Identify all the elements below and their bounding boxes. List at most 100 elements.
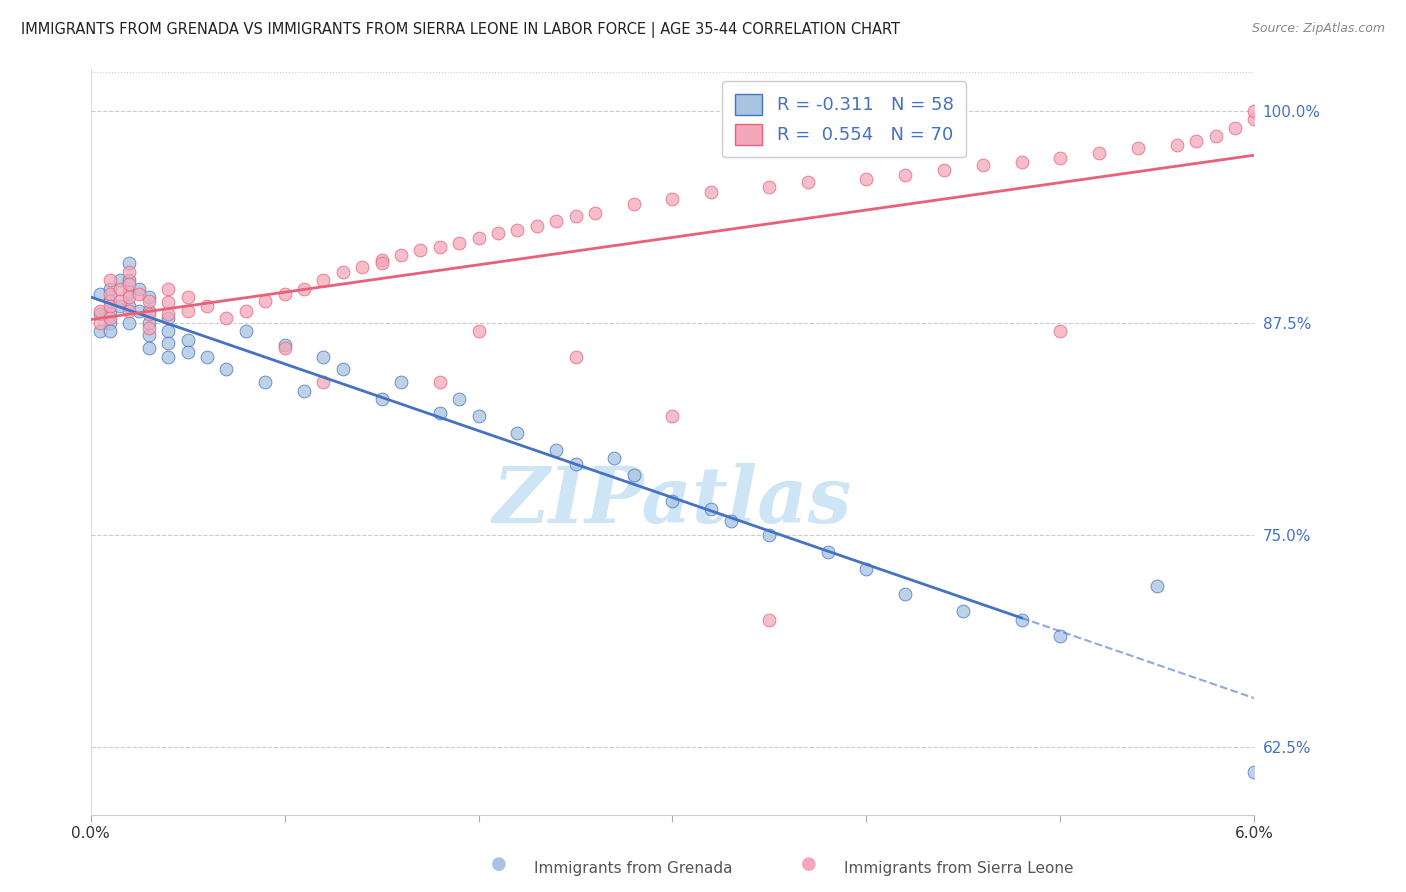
Point — [273, 338, 295, 352]
Point — [118, 316, 141, 330]
Point — [312, 273, 335, 287]
Point — [370, 392, 392, 406]
Point — [108, 273, 131, 287]
Point — [157, 310, 180, 325]
Point — [564, 350, 586, 364]
Point — [700, 502, 723, 516]
Point — [894, 587, 917, 601]
Point — [526, 219, 548, 234]
Point — [138, 293, 160, 308]
Point — [157, 324, 180, 338]
Point — [429, 239, 451, 253]
Point — [661, 409, 683, 423]
Text: ●: ● — [800, 855, 817, 873]
Point — [292, 384, 315, 398]
Point — [797, 175, 820, 189]
Point — [1049, 324, 1071, 338]
Text: Immigrants from Grenada: Immigrants from Grenada — [534, 861, 733, 876]
Point — [932, 163, 955, 178]
Point — [138, 327, 160, 342]
Point — [312, 375, 335, 389]
Point — [1223, 120, 1246, 135]
Text: ZIPatlas: ZIPatlas — [494, 463, 852, 540]
Point — [128, 287, 150, 301]
Point — [467, 409, 489, 423]
Point — [176, 304, 198, 318]
Point — [98, 287, 121, 301]
Point — [89, 316, 111, 330]
Point — [98, 310, 121, 325]
Point — [176, 290, 198, 304]
Point — [138, 307, 160, 321]
Point — [1011, 613, 1033, 627]
Point — [138, 316, 160, 330]
Point — [1146, 579, 1168, 593]
Point — [758, 613, 780, 627]
Point — [118, 290, 141, 304]
Point — [235, 324, 257, 338]
Point — [128, 304, 150, 318]
Point — [1243, 103, 1265, 118]
Point — [89, 324, 111, 338]
Point — [546, 214, 568, 228]
Point — [449, 236, 471, 251]
Text: ●: ● — [491, 855, 508, 873]
Point — [98, 324, 121, 338]
Point — [157, 336, 180, 351]
Point — [467, 324, 489, 338]
Point — [506, 425, 529, 440]
Point — [108, 293, 131, 308]
Point — [292, 282, 315, 296]
Point — [118, 256, 141, 270]
Point — [195, 299, 218, 313]
Point — [467, 231, 489, 245]
Point — [506, 222, 529, 236]
Point — [486, 226, 509, 240]
Point — [138, 304, 160, 318]
Point — [370, 253, 392, 268]
Point — [128, 282, 150, 296]
Point — [1049, 152, 1071, 166]
Point — [720, 514, 742, 528]
Point — [98, 282, 121, 296]
Point — [89, 304, 111, 318]
Point — [332, 265, 354, 279]
Point — [952, 604, 974, 618]
Point — [564, 457, 586, 471]
Point — [118, 304, 141, 318]
Text: Source: ZipAtlas.com: Source: ZipAtlas.com — [1251, 22, 1385, 36]
Point — [1243, 112, 1265, 127]
Point — [855, 171, 877, 186]
Point — [1126, 141, 1149, 155]
Point — [332, 361, 354, 376]
Point — [118, 285, 141, 300]
Point — [623, 468, 645, 483]
Point — [215, 361, 238, 376]
Point — [1088, 146, 1111, 161]
Point — [108, 299, 131, 313]
Point — [89, 287, 111, 301]
Point — [157, 350, 180, 364]
Point — [157, 307, 180, 321]
Point — [972, 158, 994, 172]
Point — [700, 186, 723, 200]
Text: Immigrants from Sierra Leone: Immigrants from Sierra Leone — [844, 861, 1073, 876]
Point — [138, 321, 160, 335]
Point — [138, 290, 160, 304]
Point — [661, 192, 683, 206]
Point — [758, 180, 780, 194]
Point — [603, 451, 626, 466]
Point — [894, 169, 917, 183]
Point — [118, 277, 141, 291]
Point — [89, 307, 111, 321]
Point — [235, 304, 257, 318]
Text: IMMIGRANTS FROM GRENADA VS IMMIGRANTS FROM SIERRA LEONE IN LABOR FORCE | AGE 35-: IMMIGRANTS FROM GRENADA VS IMMIGRANTS FR… — [21, 22, 900, 38]
Point — [546, 442, 568, 457]
Point — [855, 562, 877, 576]
Point — [1185, 135, 1208, 149]
Point — [254, 375, 277, 389]
Point — [273, 287, 295, 301]
Point — [661, 493, 683, 508]
Point — [157, 282, 180, 296]
Point — [118, 265, 141, 279]
